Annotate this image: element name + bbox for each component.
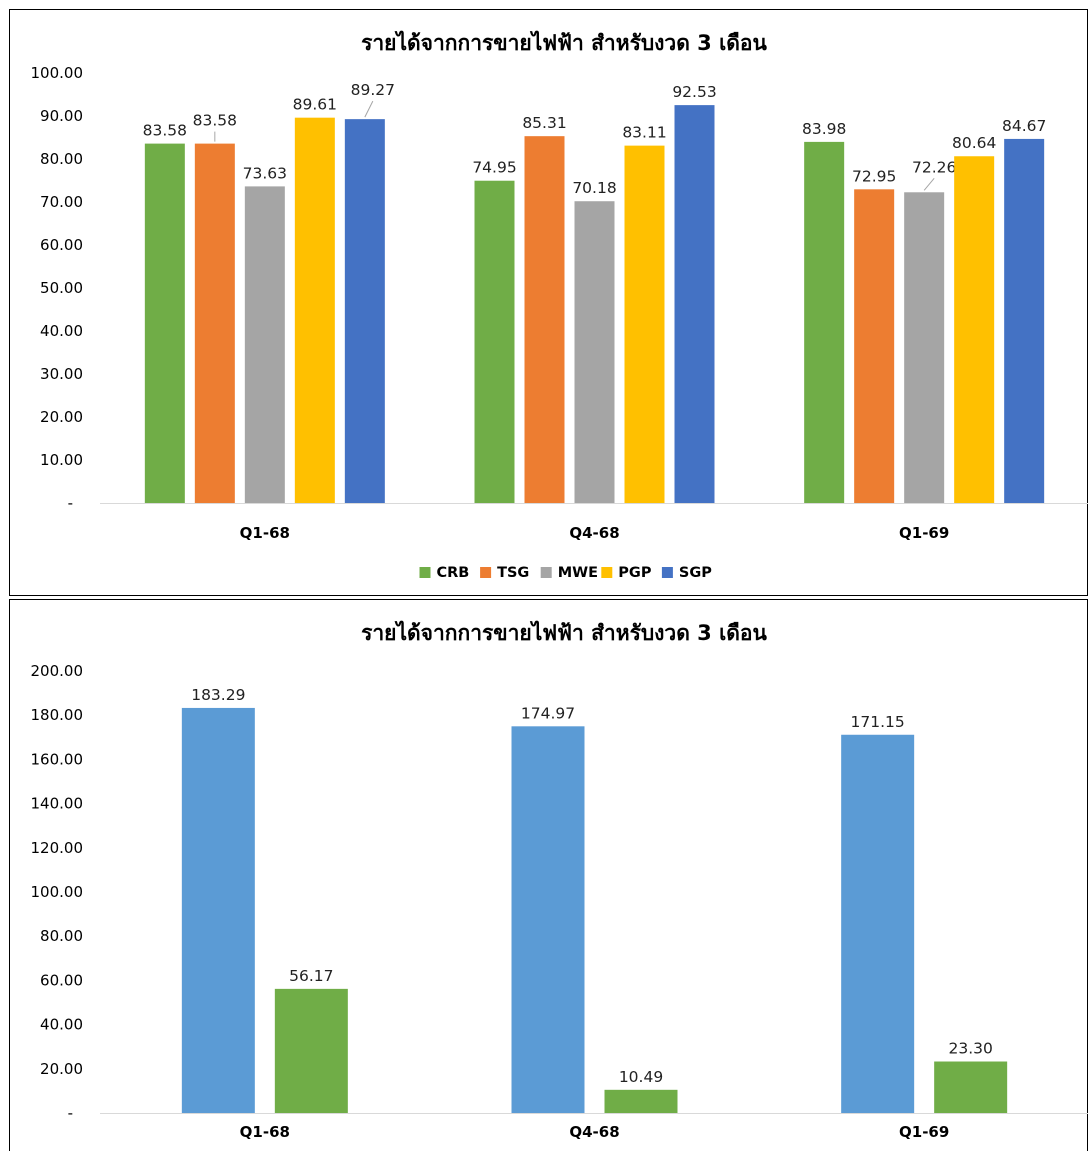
bar-mwe bbox=[244, 186, 285, 504]
y-tick-label: 50.00 bbox=[40, 279, 83, 297]
data-label: 89.61 bbox=[293, 96, 337, 114]
legend-swatch bbox=[540, 567, 552, 578]
data-label: 171.15 bbox=[851, 713, 905, 731]
data-label-leader-line bbox=[364, 100, 374, 118]
bar-crb bbox=[144, 143, 185, 503]
legend-swatch bbox=[601, 567, 613, 578]
data-label: 83.98 bbox=[802, 120, 846, 138]
y-tick-label: 90.00 bbox=[40, 107, 83, 125]
bar-mwe bbox=[904, 192, 945, 504]
bar-pgp bbox=[624, 145, 665, 503]
data-label: 183.29 bbox=[191, 686, 245, 704]
data-label: 72.95 bbox=[852, 167, 896, 185]
data-label: 83.58 bbox=[143, 122, 187, 140]
bar-sgp bbox=[1004, 138, 1045, 503]
chart-title: รายได้จากการขายไฟฟ้า สำหรับงวด 3 เดือน bbox=[361, 30, 767, 55]
y-tick-label: 120.00 bbox=[31, 839, 84, 857]
bar-mwe bbox=[574, 201, 615, 503]
legend-label: CRB bbox=[437, 565, 470, 581]
bar-chart-by-plant: รายได้จากการขายไฟฟ้า สำหรับงวด 3 เดือน -… bbox=[31, 30, 1088, 581]
bar-sp bbox=[274, 988, 348, 1113]
bar-crb bbox=[804, 141, 845, 504]
bar-ptg bbox=[181, 707, 255, 1113]
bar-pgp bbox=[294, 117, 335, 503]
chart-panel-by-plant: รายได้จากการขายไฟฟ้า สำหรับงวด 3 เดือน -… bbox=[9, 9, 1088, 596]
data-label: 85.31 bbox=[522, 114, 566, 132]
legend-label: PGP bbox=[618, 565, 652, 581]
x-category-label: Q1-69 bbox=[899, 1123, 949, 1141]
y-tick-label: - bbox=[68, 1104, 73, 1122]
legend-label: MWE bbox=[558, 565, 598, 581]
bar-tsg bbox=[854, 189, 895, 503]
data-label: 174.97 bbox=[521, 704, 575, 722]
x-category-label: Q1-69 bbox=[899, 524, 949, 542]
y-tick-label: 80.00 bbox=[40, 150, 83, 168]
bar-tsg bbox=[194, 143, 235, 503]
y-tick-label: 40.00 bbox=[40, 1016, 83, 1034]
bar-pgp bbox=[954, 156, 995, 504]
y-tick-label: 10.00 bbox=[40, 451, 83, 469]
bar-tsg bbox=[524, 136, 565, 503]
y-tick-label: 100.00 bbox=[31, 64, 84, 82]
y-tick-label: 40.00 bbox=[40, 322, 83, 340]
bar-sp bbox=[604, 1089, 678, 1113]
legend-swatch bbox=[419, 567, 431, 578]
chart-title: รายได้จากการขายไฟฟ้า สำหรับงวด 3 เดือน bbox=[361, 620, 767, 645]
data-label: 92.53 bbox=[672, 83, 716, 101]
y-tick-label: 160.00 bbox=[31, 750, 84, 768]
y-tick-label: 140.00 bbox=[31, 795, 84, 813]
y-tick-label: 20.00 bbox=[40, 408, 83, 426]
y-tick-label: 30.00 bbox=[40, 365, 83, 383]
data-label-leader-line bbox=[923, 177, 935, 191]
y-tick-label: 180.00 bbox=[31, 706, 84, 724]
bar-crb bbox=[474, 180, 515, 503]
data-label: 23.30 bbox=[948, 1040, 992, 1058]
data-label: 89.27 bbox=[351, 81, 395, 99]
y-tick-label: 60.00 bbox=[40, 971, 83, 989]
data-label: 10.49 bbox=[619, 1068, 663, 1086]
data-label: 70.18 bbox=[572, 179, 616, 197]
y-tick-label: 80.00 bbox=[40, 927, 83, 945]
data-label: 74.95 bbox=[472, 159, 516, 177]
data-label: 83.58 bbox=[193, 112, 237, 130]
data-label: 56.17 bbox=[289, 967, 333, 985]
x-category-label: Q4-68 bbox=[569, 524, 619, 542]
bar-chart-ptg-sp: รายได้จากการขายไฟฟ้า สำหรับงวด 3 เดือน -… bbox=[31, 620, 1088, 1141]
x-category-label: Q4-68 bbox=[569, 1123, 619, 1141]
bar-ptg bbox=[841, 734, 915, 1113]
data-label: 73.63 bbox=[243, 164, 287, 182]
legend-swatch bbox=[480, 567, 492, 578]
legend-swatch bbox=[661, 567, 673, 578]
data-label: 72.26 bbox=[912, 158, 956, 176]
legend-label: TSG bbox=[497, 565, 529, 581]
y-tick-label: 70.00 bbox=[40, 193, 83, 211]
x-category-label: Q1-68 bbox=[240, 1123, 290, 1141]
legend-label: SGP bbox=[679, 565, 712, 581]
data-label: 84.67 bbox=[1002, 117, 1046, 135]
bar-sgp bbox=[344, 119, 385, 503]
y-tick-label: 200.00 bbox=[31, 662, 84, 680]
x-category-label: Q1-68 bbox=[240, 524, 290, 542]
bar-sp bbox=[934, 1061, 1008, 1113]
y-tick-label: 60.00 bbox=[40, 236, 83, 254]
data-label: 80.64 bbox=[952, 134, 996, 152]
y-tick-label: - bbox=[68, 494, 73, 512]
bar-ptg bbox=[511, 726, 585, 1113]
data-label: 83.11 bbox=[622, 124, 666, 142]
chart-panel-ptg-sp: รายได้จากการขายไฟฟ้า สำหรับงวด 3 เดือน -… bbox=[9, 599, 1088, 1151]
y-tick-label: 100.00 bbox=[31, 883, 84, 901]
bar-sgp bbox=[674, 105, 715, 503]
y-tick-label: 20.00 bbox=[40, 1060, 83, 1078]
